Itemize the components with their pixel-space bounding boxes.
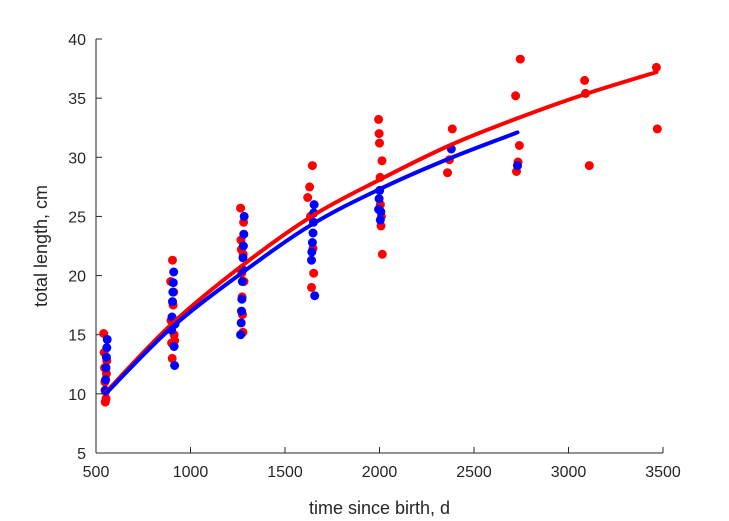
red-data-point bbox=[652, 124, 662, 134]
red-data-point bbox=[307, 282, 316, 292]
x-tick-label: 1000 bbox=[173, 464, 209, 481]
red-data-point bbox=[580, 75, 590, 85]
blue-data-point bbox=[374, 194, 384, 204]
x-tick-label: 500 bbox=[83, 464, 110, 481]
blue-data-point bbox=[101, 363, 111, 373]
blue-data-point bbox=[239, 211, 249, 221]
blue-data-point bbox=[102, 343, 112, 353]
red-data-point bbox=[101, 394, 111, 404]
y-ticks: 5 10 15 20 25 30 35 40 bbox=[68, 32, 102, 463]
red-data-point bbox=[377, 249, 387, 259]
y-tick-label: 40 bbox=[68, 32, 86, 49]
blue-fit-line bbox=[103, 130, 520, 396]
red-fit-line bbox=[103, 70, 659, 395]
x-tick-label: 1500 bbox=[267, 464, 303, 481]
x-tick-label: 3000 bbox=[551, 464, 587, 481]
blue-data-point bbox=[169, 267, 179, 277]
x-tick-label: 2000 bbox=[362, 464, 398, 481]
red-data-point bbox=[309, 268, 319, 278]
blue-data-point bbox=[237, 277, 247, 286]
red-data-point bbox=[305, 182, 315, 192]
red-data-point bbox=[511, 91, 521, 101]
blue-data-point bbox=[101, 375, 111, 385]
blue-data-point bbox=[375, 215, 385, 225]
blue-data-point bbox=[238, 253, 248, 263]
x-tick-label: 2500 bbox=[456, 464, 492, 481]
blue-data-point bbox=[168, 278, 178, 288]
blue-data-point bbox=[513, 161, 522, 171]
y-tick-label: 35 bbox=[68, 91, 86, 108]
red-data-point bbox=[377, 156, 387, 166]
blue-data-point bbox=[308, 228, 318, 238]
red-data-point bbox=[651, 62, 661, 72]
red-data-point bbox=[443, 168, 452, 178]
blue-data-point bbox=[237, 306, 246, 316]
red-data-point bbox=[515, 54, 525, 64]
red-data-point bbox=[236, 203, 246, 213]
blue-data-point bbox=[169, 342, 179, 351]
blue-data-point bbox=[168, 287, 178, 297]
blue-data-point bbox=[310, 291, 320, 301]
y-tick-label: 15 bbox=[68, 328, 86, 345]
blue-data-point bbox=[170, 361, 180, 370]
blue-data-point bbox=[307, 255, 316, 265]
y-tick-label: 20 bbox=[68, 269, 86, 286]
red-data-series bbox=[99, 54, 662, 407]
red-data-point bbox=[514, 141, 524, 150]
red-data-point bbox=[307, 161, 317, 171]
blue-data-point bbox=[307, 238, 317, 247]
red-data-point bbox=[584, 161, 594, 171]
blue-data-point bbox=[238, 241, 248, 251]
red-data-point bbox=[374, 129, 384, 139]
blue-data-point bbox=[237, 294, 247, 304]
y-axis-label: total length, cm bbox=[31, 185, 51, 307]
blue-data-point bbox=[102, 334, 112, 344]
red-data-point bbox=[167, 353, 177, 363]
red-data-point bbox=[168, 255, 177, 265]
blue-data-point bbox=[168, 297, 177, 307]
blue-data-point bbox=[236, 330, 246, 340]
red-data-point bbox=[447, 124, 457, 134]
red-data-point bbox=[375, 138, 384, 148]
x-ticks: 500 1000 1500 2000 2500 3000 3500 bbox=[83, 447, 681, 481]
x-axis-label: time since birth, d bbox=[309, 498, 450, 518]
y-tick-label: 5 bbox=[77, 446, 86, 463]
y-tick-label: 25 bbox=[68, 209, 86, 226]
x-tick-label: 3500 bbox=[645, 464, 681, 481]
y-tick-label: 10 bbox=[68, 387, 86, 404]
red-data-point bbox=[374, 114, 384, 124]
blue-data-point bbox=[101, 352, 111, 362]
y-tick-label: 30 bbox=[68, 150, 86, 167]
blue-data-point bbox=[236, 318, 246, 328]
axes bbox=[95, 39, 663, 454]
blue-data-point bbox=[309, 200, 319, 210]
data-points bbox=[99, 54, 662, 407]
blue-data-point bbox=[376, 207, 386, 217]
blue-data-point bbox=[239, 229, 249, 239]
red-data-point bbox=[303, 193, 313, 202]
blue-data-point bbox=[307, 247, 317, 257]
